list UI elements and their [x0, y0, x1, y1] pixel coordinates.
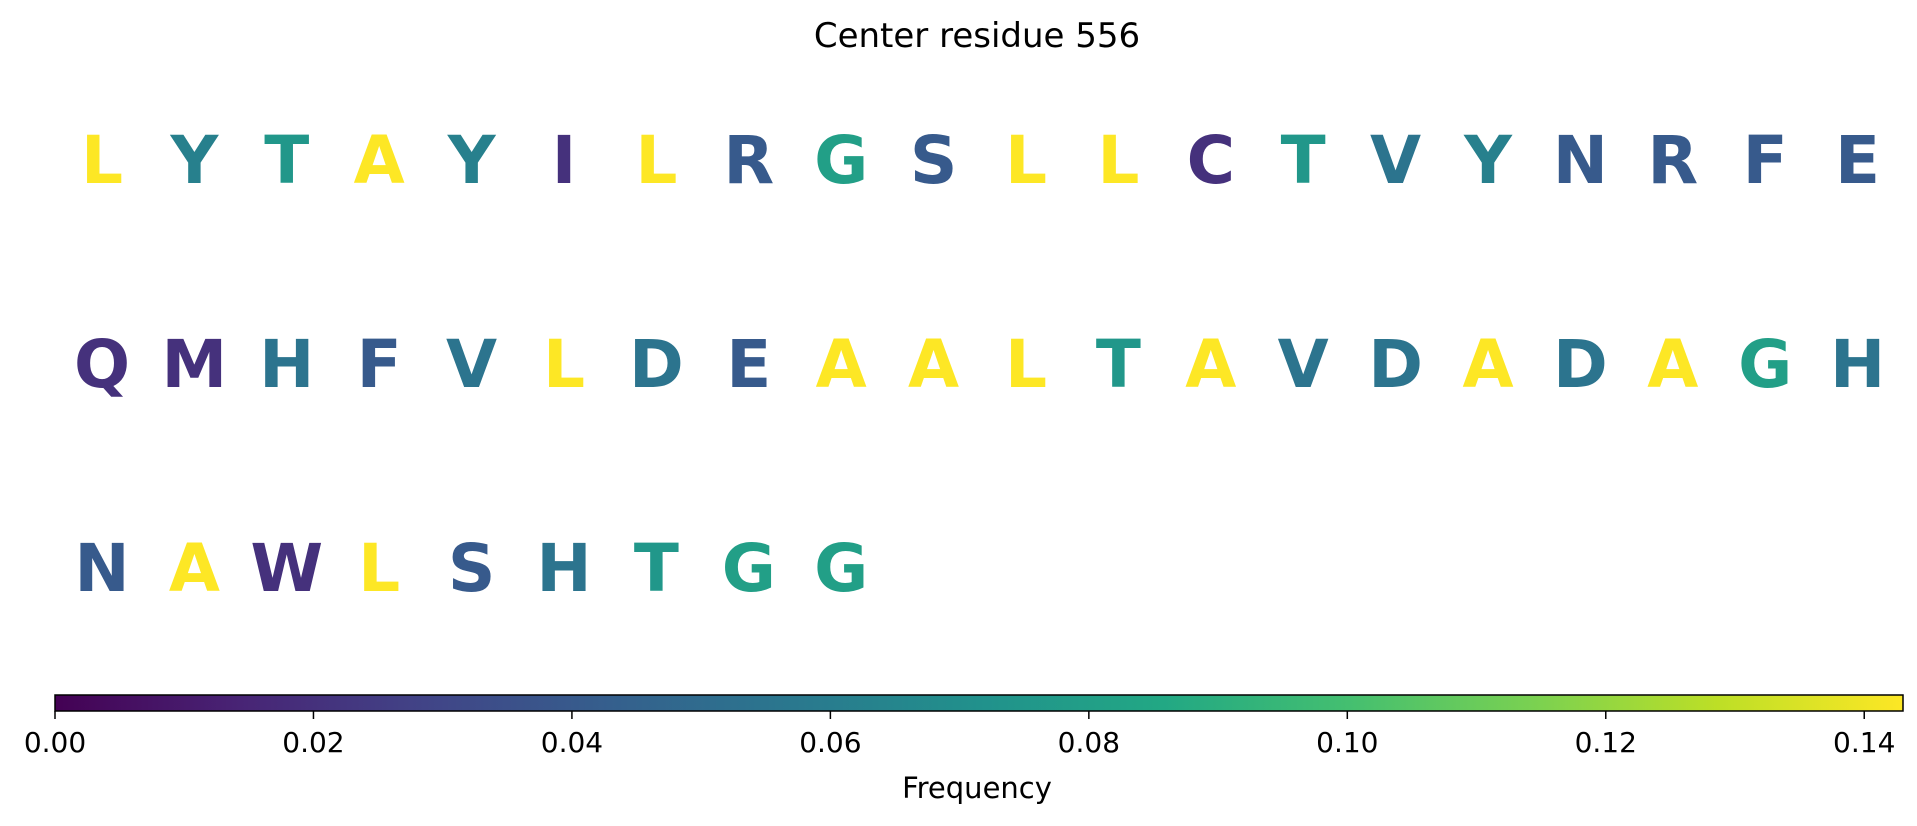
residue-letter: A: [354, 122, 405, 199]
colorbar-tick-label: 0.00: [24, 726, 86, 759]
colorbar-frame: [54, 694, 1904, 712]
residue-letter: L: [1005, 326, 1047, 403]
residue-letter: M: [162, 326, 228, 403]
residue-letter: Y: [447, 122, 497, 199]
residue-letter: V: [1278, 326, 1329, 403]
residue-letter: F: [1743, 122, 1788, 199]
colorbar-tick-label: 0.10: [1316, 726, 1378, 759]
residue-letter: Q: [74, 326, 130, 403]
residue-letter: A: [816, 326, 867, 403]
colorbar-tick-label: 0.02: [282, 726, 344, 759]
colorbar-tick-label: 0.14: [1833, 726, 1895, 759]
residue-letter: D: [1368, 326, 1423, 403]
colorbar: 0.00 0.02 0.04 0.06 0.08 0.10 0.12 0.14 Frequen…: [24, 694, 1904, 805]
residue-letter: D: [1553, 326, 1608, 403]
colorbar-ticks: 0.00 0.02 0.04 0.06 0.08 0.10 0.12 0.14: [24, 711, 1895, 759]
residue-letter: V: [446, 326, 497, 403]
residue-letter: H: [1830, 326, 1885, 403]
residue-letter: E: [1835, 122, 1880, 199]
colorbar-gradient: [55, 695, 1903, 711]
residue-letters: L Y T A Y I L R G S L L C T V Y N R F EQ M H F V L D E A A L T A V D A D A G H…: [74, 122, 1885, 607]
residue-letter: L: [358, 530, 400, 607]
residue-letter: G: [1738, 326, 1792, 403]
colorbar-label: Frequency: [902, 771, 1052, 805]
residue-letter: L: [1005, 122, 1047, 199]
residue-letter: L: [1097, 122, 1139, 199]
colorbar-tick-label: 0.04: [541, 726, 603, 759]
residue-letter: A: [1647, 326, 1698, 403]
residue-letter: S: [448, 530, 496, 607]
residue-letter: S: [910, 122, 958, 199]
residue-letter: F: [357, 326, 402, 403]
residue-letter: L: [543, 326, 585, 403]
residue-letter: N: [74, 530, 129, 607]
residue-letter: V: [1370, 122, 1421, 199]
residue-letter: A: [908, 326, 959, 403]
residue-letter: A: [1185, 326, 1236, 403]
residue-letter: T: [1281, 122, 1326, 199]
residue-letter: D: [629, 326, 684, 403]
residue-letter: Y: [170, 122, 220, 199]
residue-letter: W: [250, 530, 323, 607]
residue-letter: C: [1187, 122, 1235, 199]
residue-letter: T: [1096, 326, 1141, 403]
residue-letter: H: [536, 530, 591, 607]
residue-letter: R: [1647, 122, 1698, 199]
residue-letter: A: [1462, 326, 1513, 403]
residue-letter: I: [552, 122, 577, 199]
residue-letter: T: [634, 530, 679, 607]
colorbar-tick-label: 0.12: [1575, 726, 1637, 759]
chart-title: Center residue 556: [814, 16, 1140, 56]
residue-letter: L: [635, 122, 677, 199]
residue-letter: A: [169, 530, 220, 607]
colorbar-tick-label: 0.08: [1058, 726, 1120, 759]
residue-letter: Y: [1463, 122, 1513, 199]
residue-letter: R: [723, 122, 774, 199]
residue-letter: N: [1553, 122, 1608, 199]
residue-letter: G: [814, 530, 868, 607]
residue-letter: E: [726, 326, 771, 403]
residue-letter: H: [259, 326, 314, 403]
residue-letter: G: [722, 530, 776, 607]
residue-letter: G: [814, 122, 868, 199]
residue-letter: L: [81, 122, 123, 199]
residue-letter: T: [264, 122, 309, 199]
colorbar-tick-label: 0.06: [799, 726, 861, 759]
